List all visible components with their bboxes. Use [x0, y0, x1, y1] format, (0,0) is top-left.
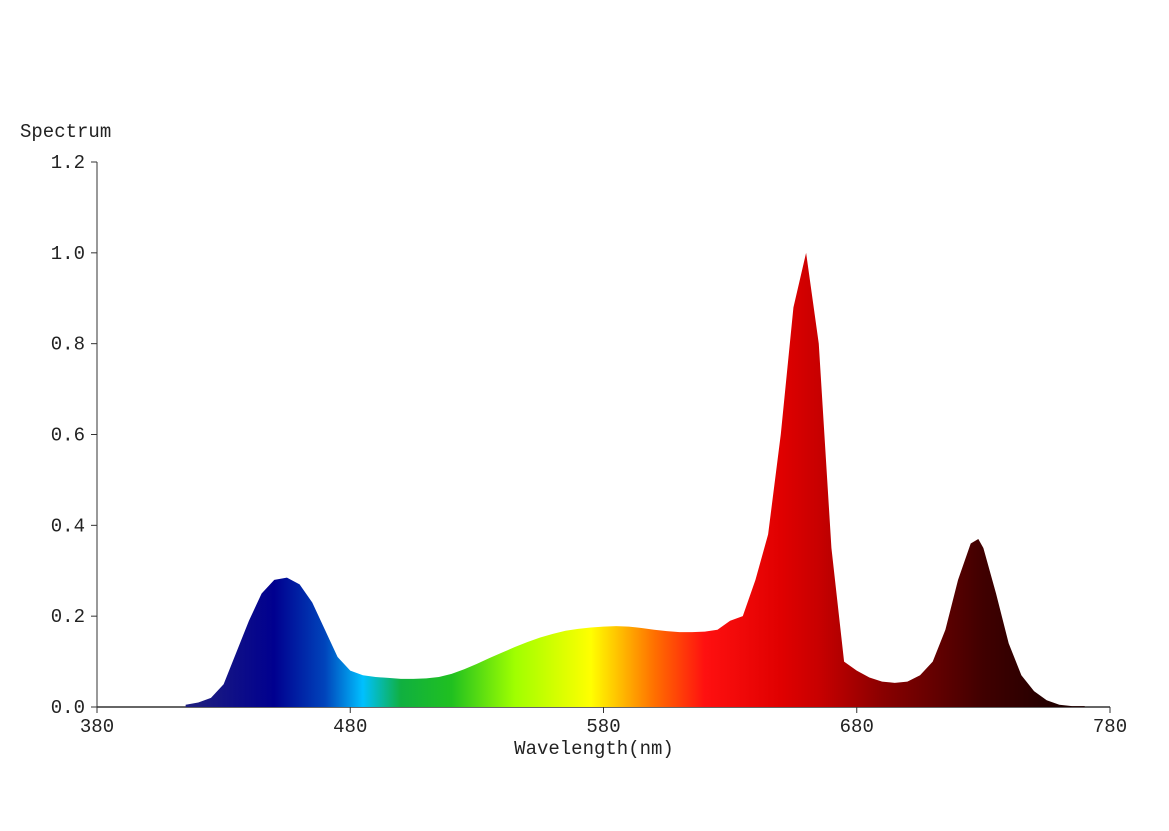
x-tick-label: 380: [80, 716, 114, 738]
y-tick-label: 0.4: [51, 515, 85, 537]
y-tick-label: 0.0: [51, 697, 85, 719]
x-tick-label: 780: [1093, 716, 1127, 738]
y-tick-label: 0.6: [51, 425, 85, 447]
x-tick-label: 680: [840, 716, 874, 738]
y-axis-label: Spectrum: [20, 121, 111, 143]
x-axis-label: Wavelength(nm): [514, 738, 674, 760]
y-tick-label: 0.2: [51, 606, 85, 628]
spectrum-area: [185, 252, 1085, 708]
y-tick-label: 1.0: [51, 243, 85, 265]
x-tick-label: 480: [333, 716, 367, 738]
x-tick-label: 580: [586, 716, 620, 738]
y-tick-label: 0.8: [51, 334, 85, 356]
y-tick-label: 1.2: [51, 152, 85, 174]
